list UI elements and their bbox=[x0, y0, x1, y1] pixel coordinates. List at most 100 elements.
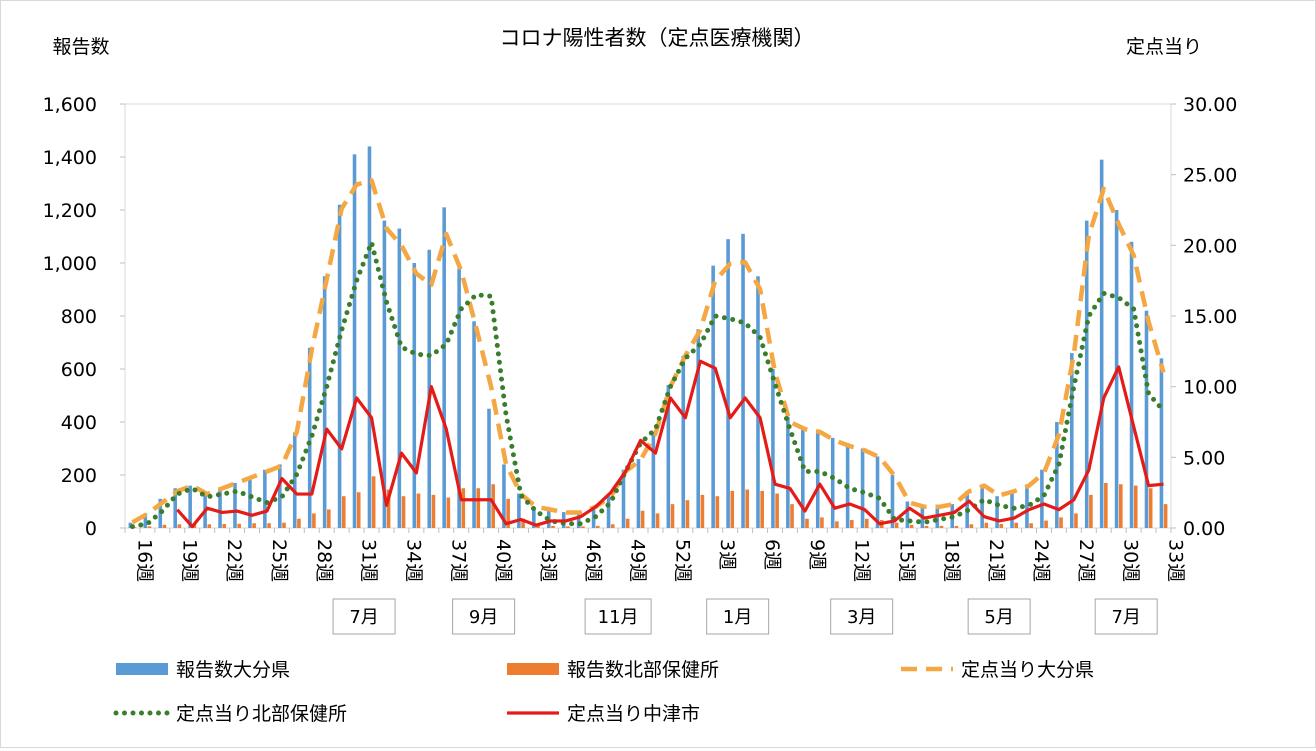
month-box bbox=[830, 598, 894, 635]
legend-swatch-bar bbox=[116, 663, 168, 675]
left-axis-label: 報告数 bbox=[52, 36, 109, 58]
bar-hokubu bbox=[476, 488, 481, 528]
bar-hokubu bbox=[461, 488, 466, 528]
bar-hokubu bbox=[581, 526, 585, 528]
bar-hokubu bbox=[147, 526, 152, 528]
bar-oita bbox=[337, 204, 342, 528]
bar-hokubu bbox=[521, 518, 525, 528]
bar-hokubu bbox=[297, 518, 301, 528]
bar-oita bbox=[890, 475, 895, 528]
left-tick-label: 600 bbox=[61, 359, 97, 381]
bar-hokubu bbox=[401, 496, 406, 528]
month-box bbox=[1094, 598, 1158, 635]
month-label: 3月 bbox=[847, 607, 876, 628]
bar-oita bbox=[292, 432, 297, 528]
x-tick-label: 9週 bbox=[806, 539, 828, 570]
bar-hokubu bbox=[252, 523, 256, 528]
month-box bbox=[452, 598, 516, 635]
right-tick-label: 10.00 bbox=[1183, 377, 1237, 399]
bar-oita bbox=[188, 485, 192, 528]
x-tick-label: 52週 bbox=[671, 539, 693, 582]
bar-oita bbox=[711, 265, 715, 528]
bar-oita bbox=[517, 493, 521, 528]
bar-oita bbox=[771, 369, 775, 528]
bar-hokubu bbox=[327, 509, 331, 528]
bar-oita bbox=[367, 146, 372, 528]
left-tick-label: 800 bbox=[61, 306, 97, 328]
bar-oita bbox=[263, 469, 267, 528]
month-label: 5月 bbox=[984, 607, 1013, 628]
bar-hokubu bbox=[1089, 494, 1093, 528]
legend-label: 報告数北部保健所 bbox=[567, 659, 719, 681]
bar-hokubu bbox=[715, 496, 720, 528]
legend-label: 定点当り中津市 bbox=[567, 703, 700, 725]
month-box bbox=[332, 598, 396, 635]
right-axis-label: 定点当り bbox=[1126, 36, 1202, 58]
bar-oita bbox=[651, 432, 656, 528]
x-tick-label: 21週 bbox=[985, 539, 1007, 582]
bar-oita bbox=[143, 513, 148, 528]
bar-hokubu bbox=[1029, 523, 1033, 528]
bar-oita bbox=[218, 488, 222, 528]
month-label: 1月 bbox=[723, 607, 752, 628]
bar-hokubu bbox=[356, 492, 361, 528]
bar-hokubu bbox=[775, 493, 779, 528]
bar-hokubu bbox=[237, 523, 241, 528]
x-tick-label: 46週 bbox=[582, 539, 604, 582]
bar-oita bbox=[905, 501, 910, 528]
bar-hokubu bbox=[506, 498, 510, 528]
x-tick-label: 28週 bbox=[313, 539, 335, 582]
x-tick-label: 31週 bbox=[358, 539, 380, 582]
x-tick-label: 15週 bbox=[896, 539, 918, 582]
left-tick-label: 200 bbox=[61, 465, 97, 487]
x-tick-label: 18週 bbox=[940, 539, 962, 582]
x-tick-label: 3週 bbox=[716, 539, 738, 570]
left-tick-label: 1,400 bbox=[43, 147, 97, 169]
bar-hokubu bbox=[999, 524, 1004, 528]
left-tick-label: 1,000 bbox=[43, 253, 97, 275]
bar-oita bbox=[1129, 241, 1134, 529]
bar-oita bbox=[696, 329, 701, 528]
bar-oita bbox=[1055, 422, 1059, 528]
x-tick-label: 24週 bbox=[1030, 539, 1052, 582]
bar-hokubu bbox=[760, 490, 764, 528]
bar-hokubu bbox=[655, 513, 660, 528]
chart-title: コロナ陽性者数（定点医療機関） bbox=[500, 26, 815, 50]
bar-oita bbox=[233, 482, 237, 528]
x-tick-label: 34週 bbox=[402, 539, 424, 582]
bar-hokubu bbox=[685, 500, 690, 528]
bar-oita bbox=[278, 464, 282, 528]
bar-hokubu bbox=[1118, 484, 1123, 528]
bar-oita bbox=[427, 249, 432, 528]
legend-label: 定点当り大分県 bbox=[961, 659, 1094, 681]
bar-hokubu bbox=[700, 494, 705, 528]
bar-oita bbox=[606, 496, 611, 528]
x-tick-label: 33週 bbox=[1165, 539, 1187, 582]
bar-hokubu bbox=[267, 523, 271, 528]
bar-oita bbox=[636, 459, 641, 528]
left-tick-label: 1,200 bbox=[43, 200, 97, 222]
bar-hokubu bbox=[894, 522, 899, 528]
bar-oita bbox=[1099, 159, 1104, 528]
bar-oita bbox=[860, 448, 865, 528]
month-label: 9月 bbox=[469, 607, 498, 628]
bar-oita bbox=[457, 268, 461, 528]
plot-area: 0 200 400 600 800 1,000 1,200 1,400 1,600 0.00 5.0… bbox=[43, 94, 1237, 635]
bar-hokubu bbox=[969, 524, 974, 528]
line-teiten-oita bbox=[131, 178, 1166, 525]
bar-oita bbox=[322, 276, 327, 528]
bar-hokubu bbox=[954, 525, 959, 528]
bar-oita bbox=[681, 355, 686, 528]
bar-hokubu bbox=[670, 504, 675, 528]
bar-oita bbox=[487, 408, 491, 528]
bar-oita bbox=[532, 506, 536, 528]
bar-oita bbox=[412, 263, 417, 528]
left-tick-label: 400 bbox=[61, 412, 97, 434]
legend-label: 報告数大分県 bbox=[176, 659, 290, 681]
x-tick-label: 37週 bbox=[447, 539, 469, 582]
bar-hokubu bbox=[984, 522, 989, 528]
bar-hokubu bbox=[625, 518, 630, 528]
